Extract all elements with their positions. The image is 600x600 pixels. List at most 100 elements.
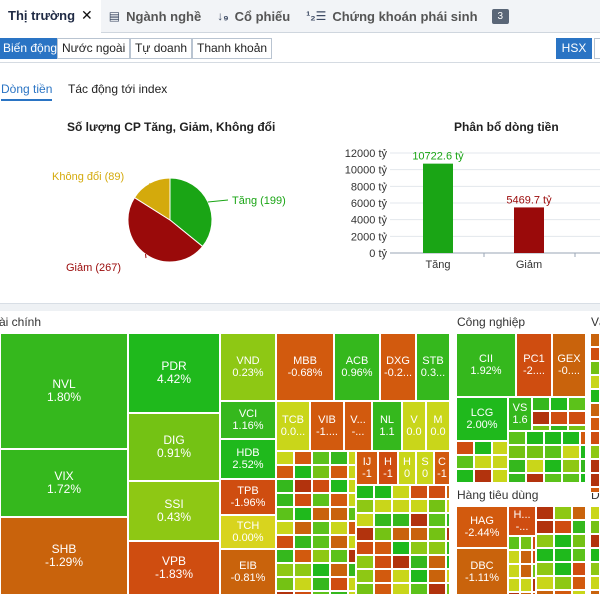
heatmap-tile-small[interactable] (410, 513, 428, 527)
heatmap-tile-small[interactable] (294, 465, 312, 479)
heatmap-tile-small[interactable] (276, 549, 294, 563)
heatmap-tile-small[interactable] (446, 583, 450, 595)
heatmap-tile[interactable]: VND 0.23% (220, 333, 276, 401)
heatmap-tile-small[interactable] (392, 555, 410, 569)
heatmap-tile-small[interactable] (474, 441, 492, 455)
bar-giảm[interactable] (514, 207, 544, 253)
exchange-next-button[interactable] (594, 38, 600, 59)
heatmap-tile-small[interactable] (554, 590, 572, 595)
heatmap-tile-small[interactable] (536, 520, 554, 534)
heatmap-tile-small[interactable] (312, 549, 330, 563)
heatmap-tile[interactable]: H 0 (398, 451, 416, 485)
tab-dong-tien[interactable]: Dòng tiền (1, 82, 53, 101)
close-icon[interactable]: ✕ (81, 6, 93, 23)
heatmap-tile-small[interactable] (330, 507, 348, 521)
heatmap-tile-small[interactable] (294, 493, 312, 507)
heatmap-tile-small[interactable] (554, 534, 572, 548)
heatmap-tile-small[interactable] (392, 513, 410, 527)
heatmap-tile-small[interactable] (294, 549, 312, 563)
heatmap-tile-small[interactable] (456, 469, 474, 483)
heatmap-tile[interactable]: VIX 1.72% (0, 449, 128, 517)
subtab-thanh-khoan[interactable]: Thanh khoản (192, 38, 273, 59)
heatmap-tile[interactable]: TCB 0.0... (276, 401, 310, 451)
heatmap-tile-small[interactable] (544, 445, 562, 459)
heatmap-tile-small[interactable] (294, 479, 312, 493)
heatmap-tile-small[interactable] (568, 425, 586, 431)
heatmap-tile-small[interactable] (294, 521, 312, 535)
heatmap-tile-small[interactable] (428, 569, 446, 583)
heatmap-tile-small[interactable] (590, 445, 600, 459)
heatmap-tile-small[interactable] (410, 583, 428, 595)
heatmap-tile-small[interactable] (374, 583, 392, 595)
heatmap-tile-small[interactable] (374, 541, 392, 555)
heatmap-tile-small[interactable] (294, 535, 312, 549)
heatmap-tile-small[interactable] (508, 459, 526, 473)
heatmap-tile-small[interactable] (356, 541, 374, 555)
heatmap-tile-small[interactable] (590, 487, 600, 493)
heatmap-tile-small[interactable] (312, 521, 330, 535)
heatmap-tile-small[interactable] (536, 534, 554, 548)
exchange-hsx-button[interactable]: HSX (556, 38, 592, 59)
heatmap-tile[interactable]: VS 1.6 (508, 397, 532, 431)
heatmap-tile-small[interactable] (392, 527, 410, 541)
heatmap-tile-small[interactable] (276, 451, 294, 465)
heatmap-tile-small[interactable] (568, 411, 586, 425)
heatmap-tile-small[interactable] (544, 431, 562, 445)
heatmap-tile-small[interactable] (446, 569, 450, 583)
heatmap-tile-small[interactable] (590, 520, 600, 534)
heatmap-tile[interactable]: TPB -1.96% (220, 479, 276, 515)
heatmap-tile[interactable]: NL 1.1 (372, 401, 402, 451)
heatmap-tile-small[interactable] (590, 417, 600, 431)
tab-count-badge[interactable]: 3 (491, 8, 510, 24)
heatmap-tile-small[interactable] (348, 507, 356, 521)
heatmap-tile-small[interactable] (590, 590, 600, 595)
heatmap-tile-small[interactable] (580, 431, 586, 445)
heatmap-tile-small[interactable] (348, 549, 356, 563)
heatmap-tile-small[interactable] (536, 506, 554, 520)
heatmap-tile[interactable]: V 0.0 (402, 401, 426, 451)
heatmap-tile-small[interactable] (572, 548, 586, 562)
heatmap-tile[interactable]: MBB -0.68% (276, 333, 334, 401)
heatmap-tile-small[interactable] (508, 550, 520, 564)
heatmap-tile-small[interactable] (330, 591, 348, 595)
heatmap-tile-small[interactable] (276, 479, 294, 493)
heatmap-tile-small[interactable] (572, 562, 586, 576)
heatmap-tile-small[interactable] (554, 562, 572, 576)
heatmap-tile-small[interactable] (590, 375, 600, 389)
heatmap-tile-small[interactable] (508, 536, 520, 550)
heatmap-tile[interactable]: NVL 1.80% (0, 333, 128, 449)
tab-chung-khoan-phai-sinh[interactable]: ¹₂☰ Chứng khoán phái sinh (298, 0, 485, 33)
heatmap-tile-small[interactable] (356, 569, 374, 583)
heatmap-tile-small[interactable] (590, 534, 600, 548)
heatmap-tile[interactable]: C -1 (434, 451, 450, 485)
heatmap-tile-small[interactable] (312, 563, 330, 577)
heatmap-tile-small[interactable] (428, 485, 446, 499)
heatmap-tile-small[interactable] (392, 569, 410, 583)
heatmap-tile-small[interactable] (520, 564, 532, 578)
heatmap-tile-small[interactable] (572, 590, 586, 595)
heatmap-tile-small[interactable] (550, 411, 568, 425)
heatmap-tile-small[interactable] (276, 591, 294, 595)
heatmap-tile-small[interactable] (572, 576, 586, 590)
heatmap-tile-small[interactable] (508, 592, 520, 595)
heatmap-tile-small[interactable] (532, 425, 550, 431)
heatmap-tile[interactable]: TCH 0.00% (220, 515, 276, 549)
heatmap-tile-small[interactable] (572, 520, 586, 534)
heatmap-tile-small[interactable] (446, 513, 450, 527)
heatmap-tile-small[interactable] (428, 513, 446, 527)
heatmap-tile-small[interactable] (410, 569, 428, 583)
heatmap-tile-small[interactable] (446, 485, 450, 499)
heatmap-tile-small[interactable] (312, 465, 330, 479)
heatmap-tile-small[interactable] (590, 361, 600, 375)
heatmap-tile[interactable]: CII 1.92% (456, 333, 516, 397)
heatmap-tile-small[interactable] (456, 441, 474, 455)
heatmap-tile-small[interactable] (562, 431, 580, 445)
heatmap-tile-small[interactable] (312, 577, 330, 591)
heatmap-tile-small[interactable] (276, 577, 294, 591)
heatmap-tile-small[interactable] (520, 550, 532, 564)
heatmap-tile-small[interactable] (330, 479, 348, 493)
heatmap-tile-small[interactable] (508, 564, 520, 578)
heatmap-tile-small[interactable] (446, 555, 450, 569)
heatmap-tile-small[interactable] (392, 583, 410, 595)
heatmap-tile-small[interactable] (330, 535, 348, 549)
